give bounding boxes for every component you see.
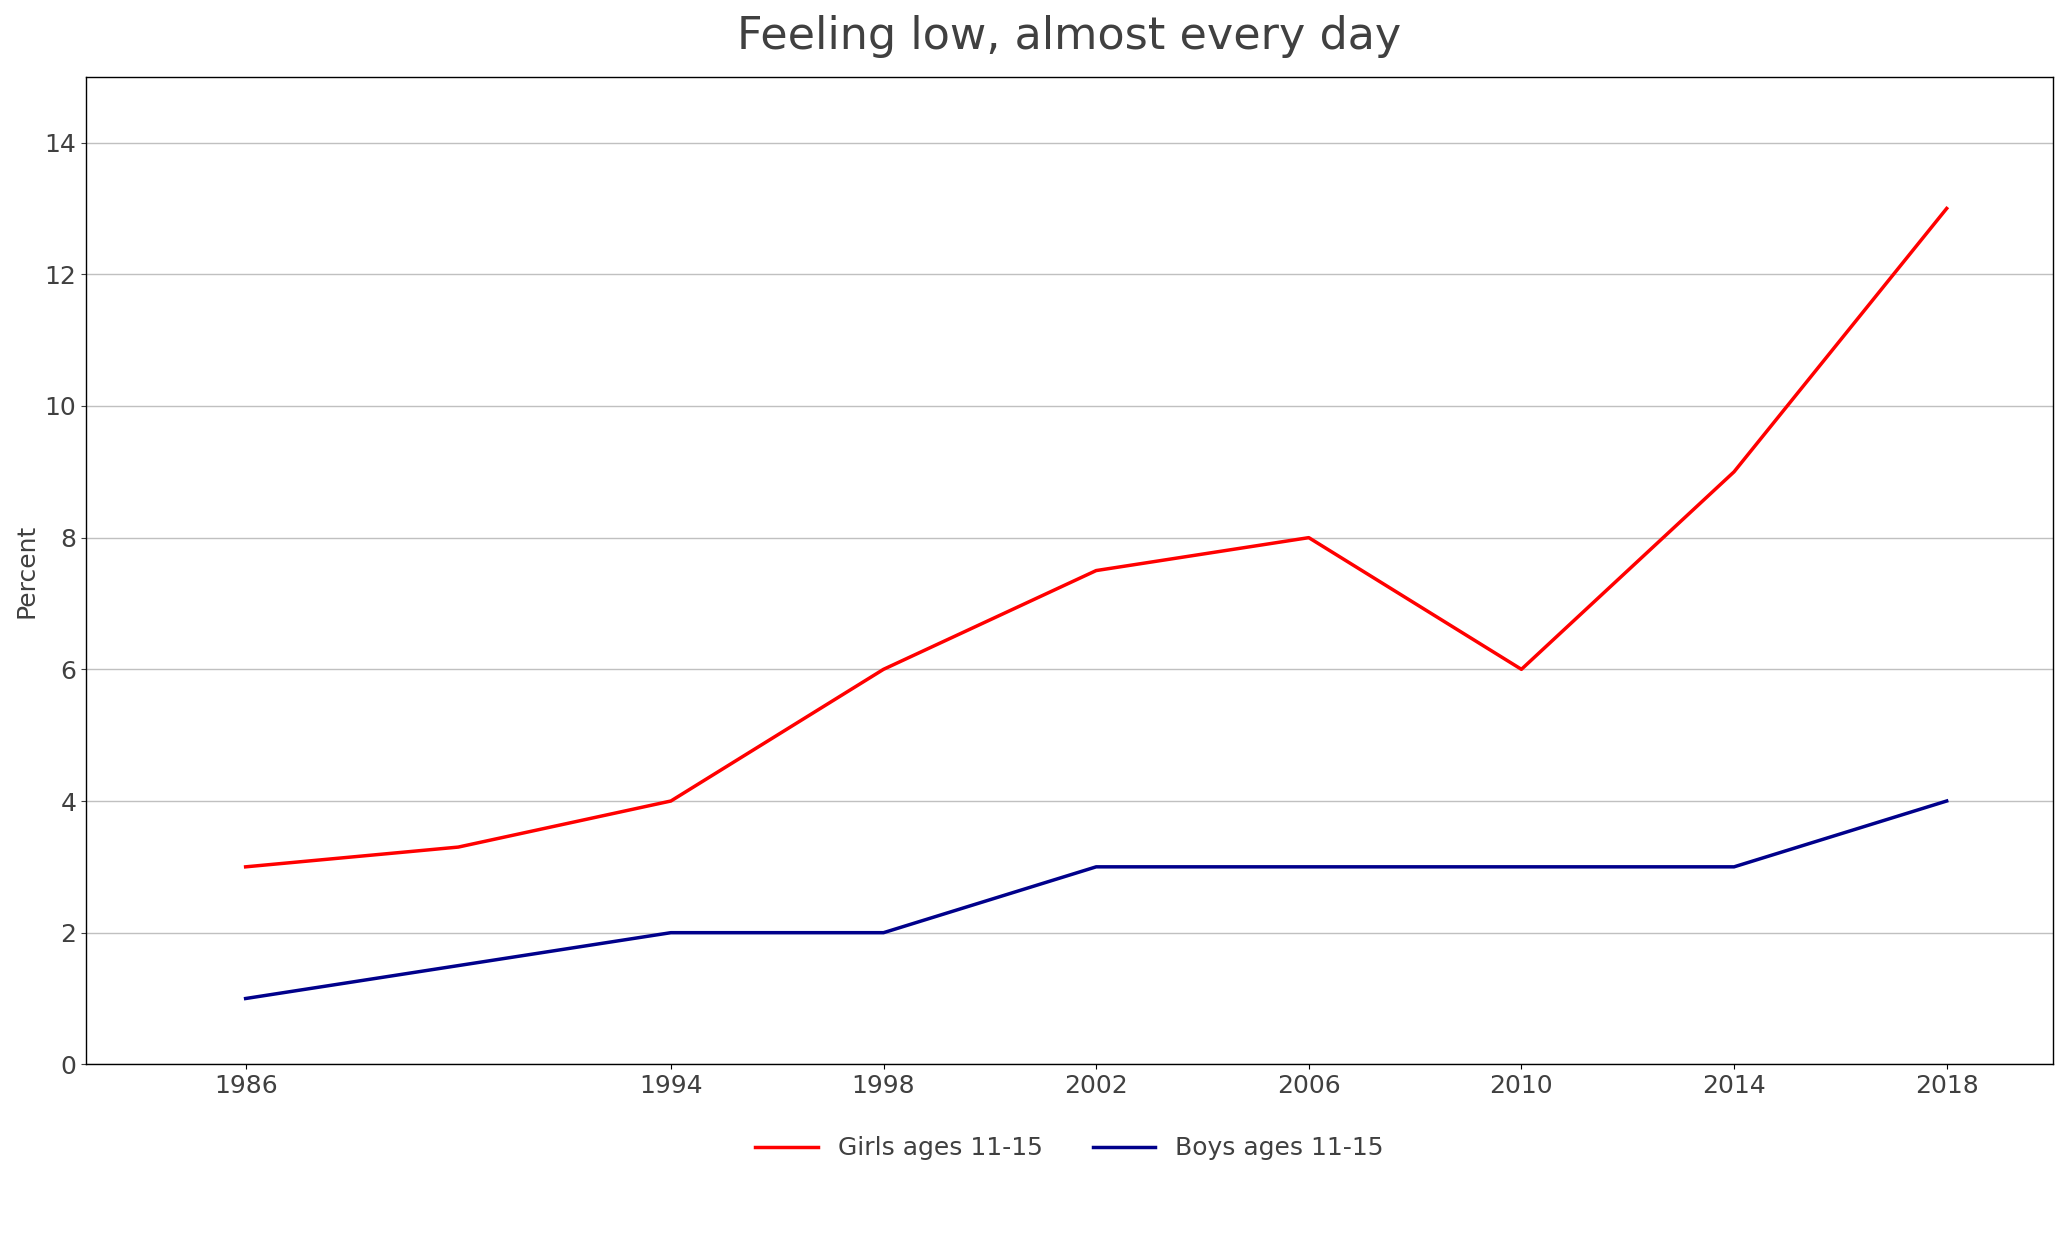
Legend: Girls ages 11-15, Boys ages 11-15: Girls ages 11-15, Boys ages 11-15	[744, 1126, 1394, 1171]
Girls ages 11-15	[658, 794, 682, 809]
Boys ages 11-15	[871, 926, 895, 940]
Boys ages 11-15	[1084, 860, 1108, 875]
Title: Feeling low, almost every day: Feeling low, almost every day	[738, 15, 1402, 58]
Boys ages 11-15	[658, 926, 682, 940]
Boys ages 11-15	[447, 958, 472, 973]
Girls ages 11-15	[1297, 530, 1321, 545]
Line: Girls ages 11-15: Girls ages 11-15	[246, 209, 1946, 867]
Girls ages 11-15	[1723, 464, 1747, 479]
Girls ages 11-15	[1934, 202, 1958, 216]
Boys ages 11-15	[1934, 794, 1958, 809]
Y-axis label: Percent: Percent	[14, 524, 39, 618]
Girls ages 11-15	[871, 662, 895, 677]
Boys ages 11-15	[234, 991, 258, 1006]
Girls ages 11-15	[1510, 662, 1534, 677]
Girls ages 11-15	[234, 860, 258, 875]
Line: Boys ages 11-15: Boys ages 11-15	[246, 801, 1946, 999]
Boys ages 11-15	[1510, 860, 1534, 875]
Boys ages 11-15	[1723, 860, 1747, 875]
Girls ages 11-15	[1084, 564, 1108, 578]
Boys ages 11-15	[1297, 860, 1321, 875]
Girls ages 11-15	[447, 840, 472, 855]
